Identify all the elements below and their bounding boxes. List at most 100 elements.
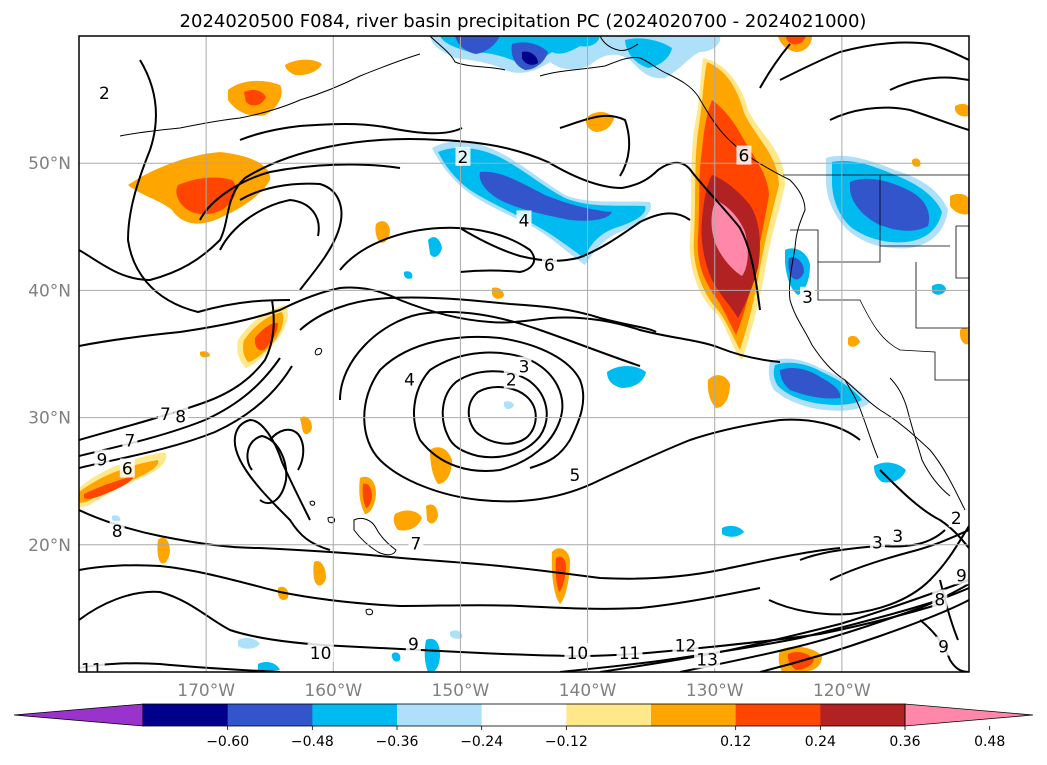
contour-label-bg (455, 146, 471, 166)
contour-label-bg (79, 659, 105, 672)
chart-title: 2024020500 F084, river basin precipitati… (180, 11, 867, 32)
contour-label-bg (948, 508, 964, 528)
colorbar-tick-label: 0.48 (974, 734, 1005, 750)
contour-label-bg (890, 525, 906, 545)
map-frame (78, 35, 970, 673)
contour-label: 5 (569, 466, 580, 486)
contour-label-bg (869, 532, 885, 552)
contour-label: 8 (175, 407, 186, 427)
graticule (79, 36, 969, 672)
contour-label-bg (800, 286, 816, 306)
contour-label-bg (694, 649, 721, 669)
contour-label: 4 (404, 370, 415, 390)
x-tick-label: 130°W (686, 681, 744, 701)
contour-label-bg (736, 145, 752, 165)
colorbar-segment (397, 704, 483, 726)
borders (783, 174, 969, 381)
contour-label-bg (616, 642, 643, 662)
colorbar-segment (566, 704, 652, 726)
contour-label: 3 (872, 533, 883, 553)
contour-label: 9 (956, 566, 967, 586)
contour-label: 2 (458, 148, 469, 168)
colorbar-tick-label: −0.60 (206, 734, 249, 750)
contour-label-bg (119, 458, 135, 478)
contour-label-bg (932, 589, 948, 609)
colorbar-tick-label: 0.24 (805, 734, 836, 750)
colorbar-segment (227, 704, 313, 726)
colorbar-tick-label: 0.12 (720, 734, 751, 750)
contour-label-bg (307, 642, 334, 662)
contour-label: 3 (892, 527, 903, 547)
contour-label-bg (405, 634, 421, 654)
colorbar-segment (481, 704, 567, 726)
contour-label-bg (122, 430, 138, 450)
contour-label-bg (541, 254, 557, 274)
contour-label: 2 (951, 509, 962, 529)
contour-label-bg (936, 636, 952, 656)
contour-label-bg (953, 565, 969, 585)
contour-label: 9 (96, 451, 107, 471)
contour-label: 8 (934, 590, 945, 610)
contour-label: 6 (544, 256, 555, 276)
contour-label-bg (173, 406, 189, 426)
contour-label-bg (96, 83, 112, 103)
colorbar-tick-label: −0.12 (545, 734, 588, 750)
colorbar-segment (312, 704, 398, 726)
y-tick-label: 50°N (28, 154, 71, 174)
contour-label-bg (402, 369, 418, 389)
colorbar-tick-label: −0.24 (460, 734, 503, 750)
contour-label: 9 (938, 638, 949, 658)
colorbar-tick-label: −0.48 (291, 734, 334, 750)
contour-label: 7 (160, 405, 171, 425)
contour-label: 7 (124, 431, 135, 451)
colorbar-segment (735, 704, 821, 726)
coastlines (119, 36, 966, 616)
contour-label: 8 (112, 522, 123, 542)
contour-label: 10 (567, 644, 589, 664)
y-ticks: 20°N 30°N 40°N 50°N (28, 154, 71, 556)
contour-label: 6 (739, 147, 750, 167)
contour-label-bg (672, 635, 699, 655)
contour-label: 11 (619, 644, 641, 664)
contour-label-bg (516, 210, 532, 230)
colorbar-extend-low (13, 703, 144, 727)
contour-label: 11 (81, 660, 103, 680)
x-ticks: 170°W 160°W 150°W 140°W 130°W 120°W (177, 681, 871, 701)
colorbar: −0.60 −0.48 −0.36 −0.24 −0.12 0.12 0.24 0.36 0.4… (13, 703, 1034, 750)
contour-label: 7 (411, 535, 422, 555)
y-tick-label: 30°N (28, 409, 71, 429)
contour-label: 2 (99, 84, 110, 104)
contour-label-bg (408, 533, 424, 553)
colorbar-tick-label: −0.36 (376, 734, 419, 750)
colorbar-tick-label: 0.36 (889, 734, 920, 750)
x-tick-label: 170°W (177, 681, 235, 701)
contour-label-bg (503, 369, 519, 389)
contour-lines (79, 41, 969, 672)
contour-label: 13 (696, 650, 718, 670)
x-tick-label: 140°W (559, 681, 617, 701)
contour-label: 4 (519, 211, 530, 231)
y-tick-label: 20°N (28, 536, 71, 556)
colorbar-frame (142, 703, 906, 727)
contour-label: 3 (802, 288, 813, 308)
x-tick-label: 160°W (304, 681, 362, 701)
contour-label: 2 (506, 370, 517, 390)
contour-label-bg (109, 520, 125, 540)
contour-label: 9 (408, 635, 419, 655)
y-tick-label: 40°N (28, 281, 71, 301)
colorbar-extend-high (904, 703, 1034, 727)
contour-label-bg (516, 356, 532, 376)
contour-label-bg (567, 464, 583, 484)
colorbar-segment (143, 704, 229, 726)
contour-label: 6 (122, 459, 133, 479)
contour-label-bg (564, 642, 591, 662)
contour-label-bg (94, 449, 110, 469)
contour-label: 3 (519, 358, 530, 378)
contour-label-bg (157, 403, 173, 423)
contour-label: 10 (310, 644, 332, 664)
colorbar-segment (820, 704, 906, 726)
colorbar-segment (651, 704, 737, 726)
